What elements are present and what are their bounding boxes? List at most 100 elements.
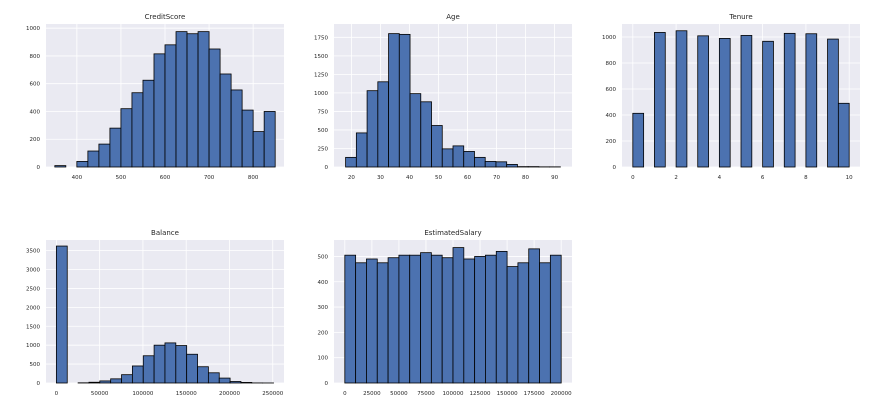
histogram-bar xyxy=(409,254,421,384)
x-tick-label: 0 xyxy=(631,175,635,181)
y-tick-label: 1000 xyxy=(602,35,616,41)
x-tick-label: 125000 xyxy=(470,391,491,397)
histogram-bar xyxy=(441,257,454,384)
x-tick-label: 50000 xyxy=(91,391,109,397)
y-tick-label: 200 xyxy=(318,330,329,336)
y-tick-label: 0 xyxy=(37,165,41,171)
histogram-bar xyxy=(55,245,68,384)
y-tick-label: 1000 xyxy=(314,91,328,97)
chart-title: CreditScore xyxy=(145,13,186,21)
y-tick-label: 500 xyxy=(30,362,41,368)
x-tick-label: 80 xyxy=(522,175,529,181)
histogram-bar xyxy=(549,254,562,384)
x-tick-label: 90 xyxy=(551,175,558,181)
y-tick-label: 600 xyxy=(30,82,41,88)
y-tick-label: 2000 xyxy=(26,305,40,311)
x-tick-label: 2 xyxy=(674,175,678,181)
x-tick-label: 25000 xyxy=(363,391,381,397)
x-tick-label: 250000 xyxy=(262,391,283,397)
x-tick-label: 150000 xyxy=(497,391,518,397)
y-tick-label: 1500 xyxy=(314,54,328,60)
y-tick-label: 1500 xyxy=(26,324,40,330)
histogram-bar xyxy=(762,40,774,168)
chart-title: EstimatedSalary xyxy=(424,229,481,237)
x-tick-label: 70 xyxy=(493,175,500,181)
histogram-bar xyxy=(54,165,67,168)
histogram-bar xyxy=(632,112,645,168)
x-tick-label: 600 xyxy=(160,175,171,181)
y-tick-label: 750 xyxy=(318,109,329,115)
histogram-bar xyxy=(495,250,508,384)
y-tick-label: 1250 xyxy=(314,72,328,78)
y-tick-label: 200 xyxy=(606,139,617,145)
x-tick-label: 200000 xyxy=(219,391,240,397)
y-tick-label: 0 xyxy=(613,165,617,171)
x-tick-label: 60 xyxy=(464,175,471,181)
histogram-bar xyxy=(430,254,443,384)
histogram-bar xyxy=(474,256,486,384)
x-tick-label: 200000 xyxy=(551,391,572,397)
x-tick-label: 8 xyxy=(804,175,808,181)
histogram-bar xyxy=(805,33,818,168)
histogram-bar xyxy=(398,254,411,384)
x-tick-label: 50000 xyxy=(390,391,408,397)
histogram-bar xyxy=(344,254,357,384)
x-tick-label: 40 xyxy=(406,175,413,181)
histogram-bar xyxy=(517,262,530,384)
histogram-bar xyxy=(452,247,465,384)
y-tick-label: 800 xyxy=(30,54,41,60)
chart-title: Age xyxy=(446,13,460,21)
histogram-bar xyxy=(783,32,796,168)
histogram-bar xyxy=(485,254,497,384)
histogram-bar xyxy=(420,252,432,384)
y-tick-label: 1750 xyxy=(314,35,328,41)
histogram-bar xyxy=(539,262,551,384)
histogram-bar xyxy=(376,262,389,384)
x-tick-label: 100000 xyxy=(132,391,153,397)
x-tick-label: 500 xyxy=(116,175,127,181)
x-tick-label: 100000 xyxy=(443,391,464,397)
y-tick-label: 200 xyxy=(30,137,41,143)
y-tick-label: 500 xyxy=(318,254,329,260)
histogram-bar xyxy=(837,102,850,168)
histogram-bar xyxy=(463,258,476,384)
histogram-bar xyxy=(697,35,709,168)
y-tick-label: 800 xyxy=(606,61,617,67)
x-tick-label: 400 xyxy=(72,175,83,181)
histogram-bar xyxy=(675,30,688,168)
chart-title: Tenure xyxy=(728,13,752,21)
histogram-bar xyxy=(366,258,378,384)
x-tick-label: 175000 xyxy=(524,391,545,397)
histogram-bar xyxy=(355,262,367,384)
histogram-bar xyxy=(528,248,540,384)
histogram-bar xyxy=(654,32,666,168)
y-tick-label: 300 xyxy=(318,305,329,311)
x-tick-label: 800 xyxy=(248,175,259,181)
y-tick-label: 0 xyxy=(325,165,329,171)
y-tick-label: 3000 xyxy=(26,268,40,274)
y-tick-label: 400 xyxy=(606,113,617,119)
x-tick-label: 0 xyxy=(55,391,59,397)
y-tick-label: 3500 xyxy=(26,249,40,255)
y-tick-label: 250 xyxy=(318,146,329,152)
y-tick-label: 600 xyxy=(606,87,617,93)
histogram-bar xyxy=(387,257,400,384)
y-tick-label: 1000 xyxy=(26,26,40,32)
x-tick-label: 75000 xyxy=(417,391,435,397)
histogram-bar xyxy=(740,35,753,168)
histogram-bar xyxy=(431,125,443,168)
chart-title: Balance xyxy=(151,229,179,237)
y-tick-label: 0 xyxy=(37,381,41,387)
x-tick-label: 50 xyxy=(435,175,442,181)
x-tick-label: 30 xyxy=(377,175,384,181)
y-tick-label: 2500 xyxy=(26,286,40,292)
histogram-bar xyxy=(506,266,519,384)
